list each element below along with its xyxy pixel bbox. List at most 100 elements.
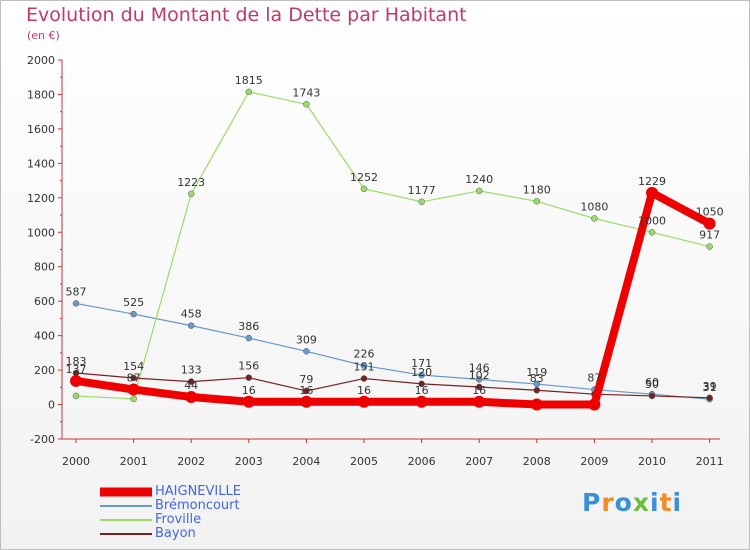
data-point [533, 386, 541, 394]
legend-swatch [100, 519, 152, 521]
data-point [591, 215, 598, 222]
data-point [473, 395, 486, 408]
data-label: 137 [66, 363, 87, 376]
data-label: 146 [469, 361, 490, 374]
x-tick-label: 2001 [120, 455, 148, 468]
data-point [300, 395, 313, 408]
data-label: 16 [472, 384, 486, 397]
data-point [72, 392, 80, 400]
legend-item: HAIGNEVILLE [100, 485, 241, 499]
data-label: 309 [296, 333, 317, 346]
y-tick-label: 1800 [27, 88, 55, 101]
data-point [245, 374, 253, 381]
data-label: 31 [703, 381, 717, 394]
legend-swatch [100, 505, 152, 507]
data-point [418, 371, 425, 379]
data-point [245, 88, 253, 96]
data-point [303, 387, 310, 395]
data-label: 50 [645, 378, 659, 391]
data-label: 133 [181, 364, 202, 377]
data-label: 39 [703, 380, 717, 393]
chart-legend: HAIGNEVILLE Brémoncourt Froville Bayon [100, 485, 241, 541]
y-tick-label: 1600 [27, 123, 55, 136]
y-tick-label: 800 [34, 261, 55, 274]
y-tick-label: 2000 [27, 54, 55, 67]
x-tick-label: 2005 [350, 455, 378, 468]
data-label: 16 [242, 384, 256, 397]
y-tick-label: 600 [34, 295, 55, 308]
data-label: 102 [469, 369, 490, 382]
legend-label: HAIGNEVILLE [155, 484, 241, 499]
chart-title: Evolution du Montant de la Dette par Hab… [26, 4, 467, 26]
data-label: 156 [238, 360, 259, 373]
data-label: 1229 [638, 175, 666, 188]
data-point [130, 374, 137, 382]
data-point [303, 348, 310, 355]
data-label: 1000 [638, 214, 666, 227]
y-tick-label: 1200 [27, 192, 55, 205]
legend-swatch [100, 533, 152, 535]
data-point [415, 395, 428, 408]
data-label: 386 [238, 320, 259, 333]
data-point [130, 395, 137, 403]
data-point [706, 394, 713, 402]
series-line-0 [72, 188, 714, 409]
x-tick-label: 2004 [292, 455, 320, 468]
data-point [130, 310, 137, 318]
data-label: 120 [411, 366, 432, 379]
series-line-2 [75, 91, 711, 400]
x-tick-label: 2000 [62, 455, 90, 468]
y-tick-label: 400 [34, 330, 55, 343]
data-point [185, 390, 198, 403]
x-tick-label: 2008 [523, 455, 551, 468]
y-tick-label: 1000 [27, 226, 55, 239]
data-point [530, 398, 543, 411]
data-label: 1177 [408, 184, 436, 197]
data-point [648, 229, 656, 236]
data-label: 119 [526, 366, 547, 379]
data-point [127, 383, 140, 396]
series-line-3 [75, 372, 711, 399]
data-label: 917 [699, 229, 720, 242]
y-tick-label: 200 [34, 364, 55, 377]
data-point [360, 185, 368, 193]
proxiti-logo: Proxiti [582, 488, 683, 517]
data-point [475, 383, 483, 391]
data-point [648, 392, 656, 400]
data-label: 458 [181, 308, 202, 321]
data-label: 83 [530, 372, 544, 385]
data-label: 60 [645, 376, 659, 389]
data-label: 183 [66, 355, 87, 368]
data-point [588, 398, 601, 411]
legend-label: Bayon [155, 526, 196, 541]
data-label: 16 [357, 384, 371, 397]
data-label: 16 [415, 384, 429, 397]
data-label: 1240 [465, 173, 493, 186]
data-point [187, 190, 195, 198]
x-tick-label: 2010 [638, 455, 666, 468]
data-point [245, 334, 253, 342]
data-label: 1050 [696, 206, 724, 219]
data-point [475, 187, 483, 195]
data-label: 1252 [350, 171, 378, 184]
x-tick-label: 2007 [465, 455, 493, 468]
data-label: 1223 [177, 176, 205, 189]
data-label: 587 [66, 285, 87, 298]
data-label: 151 [354, 361, 375, 374]
x-tick-label: 2006 [408, 455, 436, 468]
legend-item: Froville [100, 513, 241, 527]
data-point [360, 375, 368, 382]
data-label: 525 [123, 296, 144, 309]
chart-subtitle: (en €) [27, 29, 60, 42]
data-label: 44 [184, 379, 198, 392]
y-tick-label: -200 [30, 433, 55, 446]
data-point [533, 198, 541, 205]
legend-item: Bayon [100, 527, 241, 541]
legend-item: Brémoncourt [100, 499, 241, 513]
data-point [418, 198, 425, 206]
y-tick-label: 0 [48, 399, 55, 412]
data-label: 79 [299, 373, 313, 386]
data-point [706, 243, 713, 250]
